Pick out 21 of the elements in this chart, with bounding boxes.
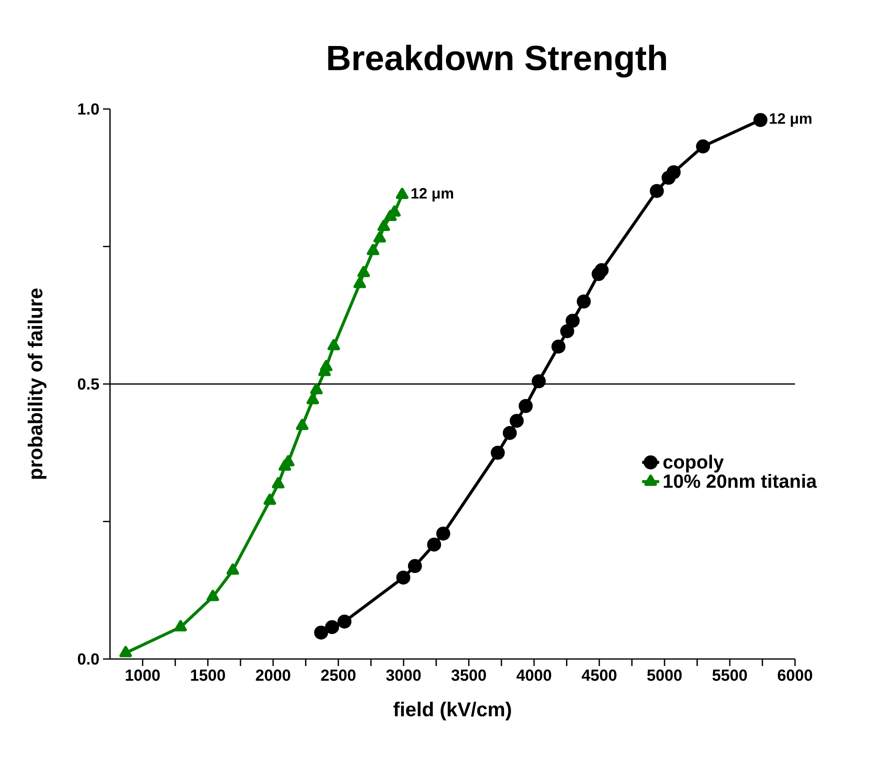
x-tick-label: 5000 xyxy=(647,670,682,681)
x-tick-label: 6000 xyxy=(778,670,812,681)
legend-label: copoly xyxy=(663,454,724,472)
x-tick-label: 1500 xyxy=(191,670,225,681)
x-tick-label: 3000 xyxy=(386,670,421,681)
y-tick-label: 0.0 xyxy=(78,653,99,665)
x-tick-label: 2000 xyxy=(256,670,290,681)
x-tick-label: 4000 xyxy=(516,670,552,681)
x-tick-label: 4500 xyxy=(582,670,616,681)
annotation: 12 μm xyxy=(412,188,454,202)
x-tick-label: 2500 xyxy=(321,670,356,681)
y-tick-label: 1.0 xyxy=(78,103,99,115)
x-tick-label: 1000 xyxy=(126,670,160,681)
chart-title: Breakdown Strength xyxy=(328,44,666,78)
annotation: 12 μm xyxy=(770,113,812,127)
x-tick-label: 3500 xyxy=(451,670,486,681)
y-axis-title: probability of failure xyxy=(28,288,46,479)
legend-label: 10% 20nm titania xyxy=(664,474,817,488)
x-tick-label: 5500 xyxy=(712,670,747,681)
y-tick-label: 0.5 xyxy=(78,378,100,390)
x-axis-title: field (kV/cm) xyxy=(393,702,511,720)
